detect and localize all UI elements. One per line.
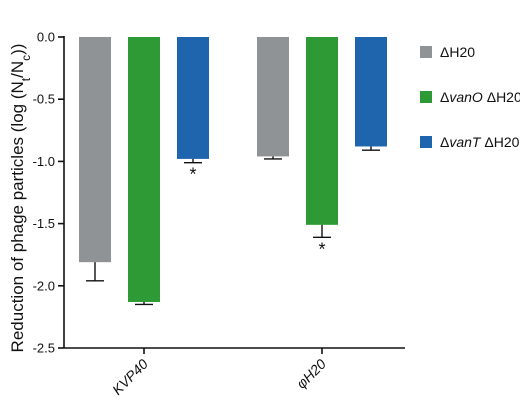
legend: ΔH20 ΔvanO ΔH20 ΔvanT ΔH20	[420, 44, 520, 150]
x-tick-label: KVP40	[109, 356, 151, 398]
legend-label: ΔvanO ΔH20	[440, 89, 520, 105]
bars-group	[79, 37, 387, 302]
bar	[177, 37, 209, 159]
annotations-group: **	[189, 165, 325, 260]
y-axis-ticks: 0.0 -0.5 -1.0 -1.5 -2.0 -2.5	[33, 30, 64, 356]
y-tick-label: -2.0	[33, 278, 55, 293]
legend-label: ΔH20	[440, 44, 475, 60]
bar	[257, 37, 289, 157]
y-tick-label: -1.5	[33, 216, 55, 231]
significance-star: *	[189, 165, 196, 185]
x-tick-label: φH20	[293, 356, 329, 392]
legend-swatch	[420, 46, 432, 58]
significance-star: *	[318, 239, 325, 259]
y-axis-label: Reduction of phage particles (log (Nt/Nc…	[8, 44, 33, 353]
legend-swatch	[420, 91, 432, 103]
legend-label: ΔvanT ΔH20	[440, 134, 520, 150]
y-tick-label: -2.5	[33, 341, 55, 356]
legend-swatch	[420, 136, 432, 148]
y-tick-label: 0.0	[37, 30, 55, 45]
bar	[79, 37, 111, 263]
y-tick-label: -1.0	[33, 154, 55, 169]
bar	[128, 37, 160, 302]
y-tick-label: -0.5	[33, 92, 55, 107]
bar	[355, 37, 387, 147]
error-bars-group	[86, 146, 380, 306]
x-axis-ticks: KVP40 φH20	[109, 348, 329, 398]
bar	[306, 37, 338, 225]
